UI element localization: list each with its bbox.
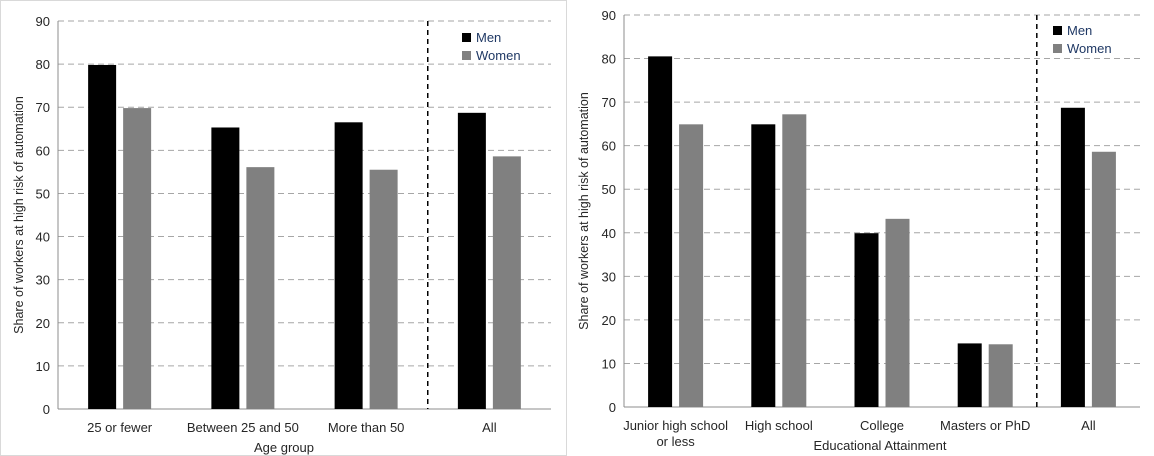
y-tick-label: 80 <box>602 52 616 67</box>
y-tick-label: 90 <box>602 8 616 23</box>
y-axis-title: Share of workers at high risk of automat… <box>12 96 26 334</box>
bar-men <box>854 233 879 407</box>
bar-men <box>88 64 117 409</box>
y-tick-label: 0 <box>43 402 50 417</box>
y-tick-label: 30 <box>36 273 50 288</box>
legend-swatch-men <box>462 33 471 42</box>
bar-men <box>751 124 776 407</box>
bar-women <box>885 218 910 407</box>
bar-men <box>648 56 673 407</box>
bar-women <box>782 114 807 407</box>
y-tick-label: 40 <box>602 226 616 241</box>
education-chart: 0 10 20 30 40 50 60 70 80 90 Junior high schoolor … <box>577 8 1140 453</box>
y-tick-label: 0 <box>609 400 616 415</box>
age-group-chart: 0 10 20 30 40 50 60 70 80 90 25 or fewer Between 25… <box>12 14 551 455</box>
x-tick-label: Between 25 and 50 <box>187 420 299 435</box>
legend-label-men: Men <box>476 30 501 45</box>
y-tick-label: 20 <box>36 316 50 331</box>
legend-label-women: Women <box>476 48 521 63</box>
y-axis-title: Share of workers at high risk of automat… <box>577 92 591 330</box>
legend-label-women: Women <box>1067 41 1112 56</box>
bar-women <box>492 156 521 409</box>
x-tick-label: Junior high school <box>623 418 728 433</box>
legend-swatch-women <box>462 51 471 60</box>
x-tick-label: 25 or fewer <box>87 420 153 435</box>
bar-men <box>1060 107 1085 408</box>
x-tick-label: College <box>860 418 904 433</box>
bar-men <box>957 343 982 407</box>
y-tick-label: 70 <box>602 95 616 110</box>
legend-swatch-men <box>1053 26 1062 35</box>
x-tick-label: Masters or PhD <box>940 418 1030 433</box>
bar-women <box>123 108 152 409</box>
bar-women <box>369 169 398 409</box>
y-tick-label: 30 <box>602 269 616 284</box>
bar-men <box>334 122 363 410</box>
y-tick-label: 60 <box>602 139 616 154</box>
education-chart-panel: 0 10 20 30 40 50 60 70 80 90 Junior high school or … <box>572 0 1154 456</box>
x-axis-title: Age group <box>254 440 314 455</box>
y-tick-label: 80 <box>36 57 50 72</box>
legend-swatch-women <box>1053 44 1062 53</box>
bar-men <box>211 127 240 410</box>
y-tick-label: 10 <box>36 359 50 374</box>
y-tick-label: 40 <box>36 230 50 245</box>
y-tick-label: 50 <box>602 182 616 197</box>
x-tick-label: or less <box>656 434 695 449</box>
y-tick-label: 20 <box>602 313 616 328</box>
y-tick-label: 70 <box>36 100 50 115</box>
y-tick-label: 90 <box>36 14 50 29</box>
legend-label-men: Men <box>1067 23 1092 38</box>
bar-women <box>679 124 704 407</box>
y-tick-label: 10 <box>602 356 616 371</box>
y-tick-label: 50 <box>36 186 50 201</box>
bar-women <box>1091 151 1116 407</box>
x-tick-label: High school <box>745 418 813 433</box>
bar-women <box>988 344 1013 407</box>
x-axis-title: Educational Attainment <box>814 438 947 453</box>
bar-women <box>246 167 275 409</box>
x-tick-label: More than 50 <box>328 420 405 435</box>
age-group-chart-panel: 0 10 20 30 40 50 60 70 80 90 25 or fewer Between 25… <box>0 0 567 456</box>
x-tick-label: All <box>482 420 497 435</box>
y-tick-label: 60 <box>36 143 50 158</box>
bar-men <box>457 112 486 410</box>
x-tick-label: All <box>1081 418 1096 433</box>
